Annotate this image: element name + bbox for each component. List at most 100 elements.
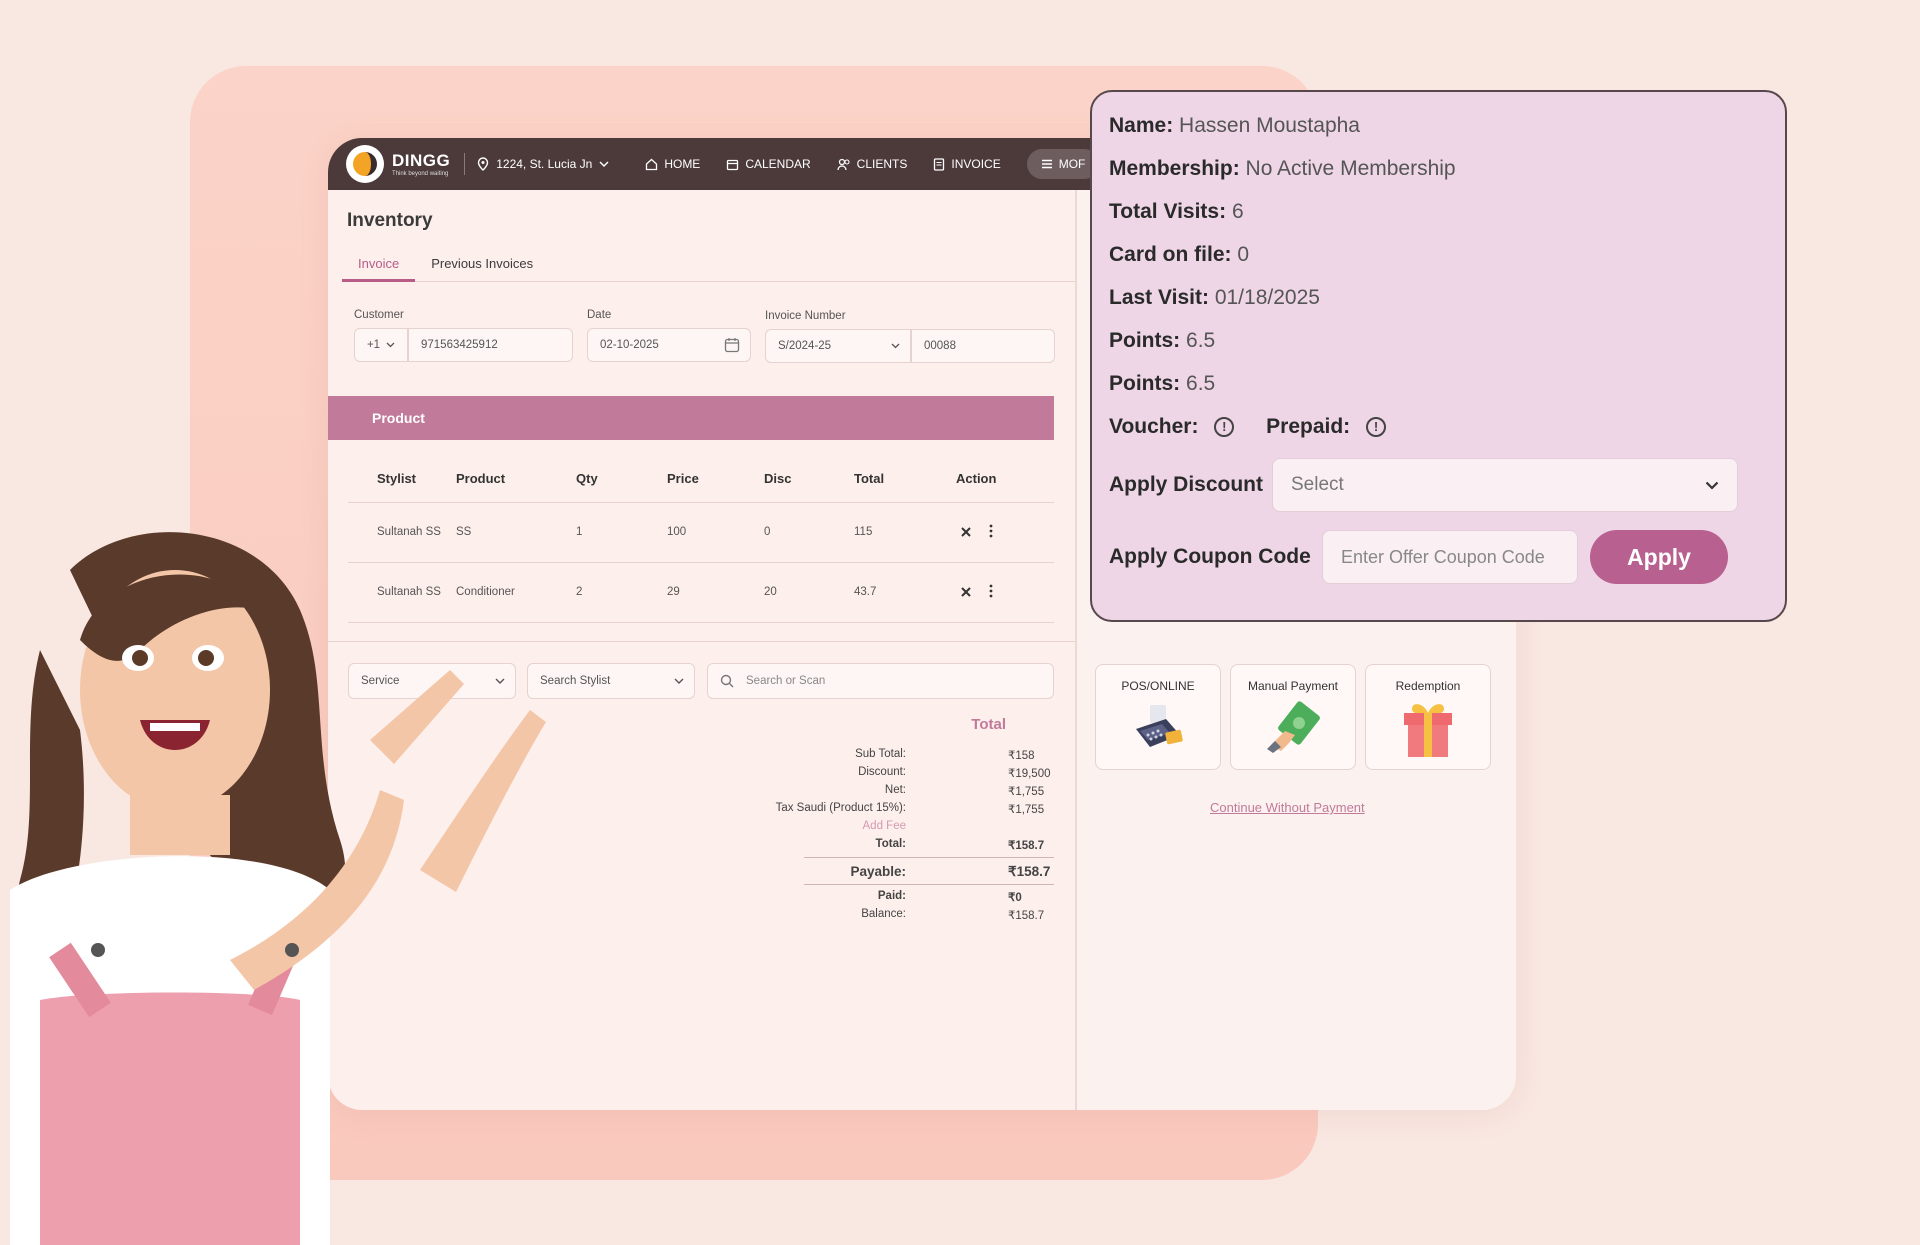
stylist-select[interactable]: Search Stylist bbox=[527, 663, 695, 699]
col-stylist: Stylist bbox=[348, 456, 456, 503]
cell-actions bbox=[952, 502, 1054, 563]
remove-row-icon[interactable] bbox=[960, 586, 972, 601]
calendar-icon bbox=[726, 158, 739, 171]
nav-more-button[interactable]: MOF bbox=[1026, 149, 1100, 179]
last-visit-value: 01/18/2025 bbox=[1214, 286, 1320, 309]
totals-row-payable: Payable: ₹158.7 bbox=[328, 864, 1054, 880]
visits-label: Total Visits: bbox=[1109, 200, 1227, 223]
chevron-down-icon bbox=[599, 160, 609, 168]
col-action: Action bbox=[952, 456, 1054, 503]
totals-row-total: Total: ₹158.7 bbox=[328, 838, 1054, 852]
prepaid-label: Prepaid: bbox=[1266, 415, 1351, 438]
membership-value: No Active Membership bbox=[1245, 157, 1456, 180]
apply-discount-label: Apply Discount bbox=[1109, 473, 1264, 496]
name-value: Hassen Moustapha bbox=[1179, 114, 1360, 137]
subtotal-value: ₹158 bbox=[1008, 750, 1035, 762]
nav-menu: HOME CALENDAR CLIENTS INVOICE MOF bbox=[645, 149, 1100, 179]
discount-select-value: Select bbox=[1291, 474, 1344, 495]
country-code-value: +1 bbox=[366, 339, 381, 351]
date-input[interactable]: 02-10-2025 bbox=[587, 328, 751, 362]
totals-divider bbox=[804, 857, 1054, 858]
voucher-info-icon[interactable]: ! bbox=[1214, 417, 1235, 438]
stylist-select-value: Search Stylist bbox=[540, 675, 611, 687]
cash-hand-icon bbox=[1231, 701, 1355, 756]
chevron-down-icon bbox=[386, 342, 395, 348]
more-vertical-icon[interactable] bbox=[989, 524, 993, 541]
invoice-icon bbox=[933, 157, 945, 171]
col-product: Product bbox=[456, 456, 576, 503]
popup-points-row-2: Points: 6.5 bbox=[1109, 372, 1215, 396]
tab-previous-invoices[interactable]: Previous Invoices bbox=[431, 256, 534, 271]
discount-select[interactable]: Select bbox=[1272, 458, 1738, 512]
col-disc: Disc bbox=[764, 456, 854, 503]
totals-row-balance: Balance: ₹158.7 bbox=[328, 908, 1054, 922]
location-selector[interactable]: 1224, St. Lucia Jn bbox=[477, 157, 609, 171]
nav-clients[interactable]: CLIENTS bbox=[837, 157, 908, 171]
popup-name-row: Name: Hassen Moustapha bbox=[1109, 114, 1360, 138]
cell-price: 29 bbox=[667, 562, 764, 623]
col-qty: Qty bbox=[576, 456, 667, 503]
col-total: Total bbox=[854, 456, 952, 503]
tab-invoice[interactable]: Invoice bbox=[342, 256, 416, 282]
brand-name: DINGG bbox=[392, 150, 451, 170]
totals-row-net: Net: ₹1,755 bbox=[328, 784, 1054, 798]
paid-label: Paid: bbox=[877, 890, 906, 902]
cell-price: 100 bbox=[667, 502, 764, 563]
search-icon bbox=[720, 674, 734, 688]
tax-label: Tax Saudi (Product 15%): bbox=[775, 802, 906, 814]
table-header-row: Stylist Product Qty Price Disc Total Act… bbox=[348, 456, 1054, 503]
continue-without-payment-link[interactable]: Continue Without Payment bbox=[1210, 800, 1365, 815]
coupon-code-input[interactable]: Enter Offer Coupon Code bbox=[1322, 530, 1578, 584]
redemption-label: Redemption bbox=[1395, 679, 1461, 693]
payment-option-redemption[interactable]: Redemption bbox=[1365, 664, 1491, 770]
product-section-header: Product bbox=[328, 396, 1054, 440]
payment-option-pos[interactable]: POS/ONLINE bbox=[1095, 664, 1221, 770]
cell-qty: 2 bbox=[576, 562, 667, 623]
date-label: Date bbox=[587, 309, 612, 321]
prepaid-info-icon[interactable]: ! bbox=[1366, 417, 1387, 438]
pos-label: POS/ONLINE bbox=[1121, 679, 1195, 693]
discount-value: ₹19,500 bbox=[1008, 768, 1051, 780]
popup-visits-row: Total Visits: 6 bbox=[1109, 200, 1244, 224]
search-placeholder: Search or Scan bbox=[746, 675, 826, 687]
nav-clients-label: CLIENTS bbox=[856, 157, 908, 171]
calendar-icon[interactable] bbox=[724, 337, 740, 353]
invoice-series-select[interactable]: S/2024-25 bbox=[765, 329, 911, 363]
popup-membership-row: Membership: No Active Membership bbox=[1109, 157, 1456, 181]
totals-row-tax: Tax Saudi (Product 15%): ₹1,755 bbox=[328, 802, 1054, 816]
nav-calendar[interactable]: CALENDAR bbox=[726, 157, 811, 171]
nav-invoice[interactable]: INVOICE bbox=[933, 157, 1001, 171]
add-fee-link[interactable]: Add Fee bbox=[862, 820, 906, 832]
apply-coupon-button[interactable]: Apply bbox=[1590, 530, 1728, 584]
popup-card-row: Card on file: 0 bbox=[1109, 243, 1249, 267]
chevron-down-icon bbox=[1705, 481, 1719, 490]
customer-label: Customer bbox=[354, 309, 404, 321]
menu-icon bbox=[1041, 159, 1053, 169]
membership-label: Membership: bbox=[1109, 157, 1240, 180]
gift-box-icon bbox=[1366, 699, 1490, 762]
logo-mark-icon bbox=[346, 145, 384, 183]
apply-discount-row: Apply Discount bbox=[1109, 473, 1263, 497]
total-value: ₹158.7 bbox=[1008, 840, 1045, 852]
nav-home-label: HOME bbox=[664, 157, 701, 171]
brand-logo[interactable]: DINGG Think beyond waiting bbox=[346, 145, 450, 183]
card-value: 0 bbox=[1237, 243, 1250, 266]
nav-home[interactable]: HOME bbox=[645, 157, 700, 171]
chevron-down-icon bbox=[674, 678, 684, 685]
more-vertical-icon[interactable] bbox=[989, 584, 993, 601]
customer-phone-input[interactable]: 971563425912 bbox=[408, 328, 573, 362]
cell-total: 43.7 bbox=[854, 562, 952, 623]
country-code-select[interactable]: +1 bbox=[354, 328, 408, 362]
totals-row-discount: Discount: ₹19,500 bbox=[328, 766, 1054, 780]
search-scan-input[interactable]: Search or Scan bbox=[707, 663, 1054, 699]
chevron-down-icon bbox=[891, 343, 900, 349]
payment-option-manual[interactable]: Manual Payment bbox=[1230, 664, 1356, 770]
date-value: 02-10-2025 bbox=[600, 339, 659, 351]
discount-label: Discount: bbox=[858, 766, 906, 778]
popup-last-visit-row: Last Visit: 01/18/2025 bbox=[1109, 286, 1320, 310]
manual-payment-label: Manual Payment bbox=[1247, 679, 1339, 693]
remove-row-icon[interactable] bbox=[960, 526, 972, 541]
invoice-number-input[interactable]: 00088 bbox=[911, 329, 1055, 363]
invoice-tabs: Invoice Previous Invoices bbox=[342, 256, 1075, 282]
invoice-number-label: Invoice Number bbox=[765, 310, 846, 322]
